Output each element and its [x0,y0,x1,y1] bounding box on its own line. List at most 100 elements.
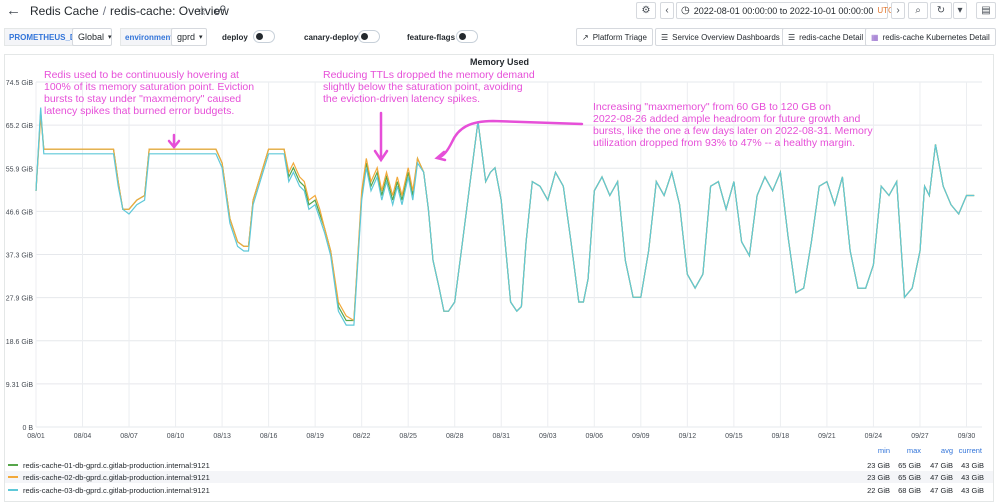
annotation-text: bursts, like the one a few days later on… [593,125,873,137]
gear-icon[interactable]: ⚙ [636,2,656,19]
annotation-arrow [373,111,389,163]
y-tick-label: 27.9 GiB [6,296,34,303]
legend-item[interactable]: redis-cache-03-db-gprd.c.gitlab-producti… [8,484,210,496]
legend-max: 65 GiB [898,461,921,470]
legend-min: 23 GiB [867,461,890,470]
breadcrumb: Redis Cache / redis-cache: Overview [30,4,229,18]
refresh-icon[interactable]: ↻ [930,2,952,19]
legend-swatch [8,476,18,478]
x-tick-label: 08/13 [213,433,231,440]
legend-header-min[interactable]: min [877,446,890,455]
kubernetes-detail-label: redis-cache Kubernetes Detail [882,32,990,42]
service-overview-label: Service Overview Dashboards [672,32,780,42]
bars-icon: ☰ [788,32,796,42]
star-icon[interactable]: ☆ [196,3,208,18]
platform-triage-link[interactable]: ↗ Platform Triage [576,28,653,46]
x-tick-label: 09/12 [679,433,697,440]
top-bar: ← Redis Cache / redis-cache: Overview ☆ ☍ … [0,0,999,22]
y-tick-label: 37.3 GiB [6,253,34,260]
dashboard-icon: ▦ [871,32,879,42]
canary-deploy-label: canary-deploy [304,32,359,42]
legend-min: 22 GiB [867,486,890,495]
legend-current: 43 GiB [961,486,984,495]
kubernetes-detail-link[interactable]: ▦ redis-cache Kubernetes Detail [865,28,996,46]
legend-max: 65 GiB [898,473,921,482]
legend-current: 43 GiB [961,473,984,482]
legend-item[interactable]: redis-cache-01-db-gprd.c.gitlab-producti… [8,459,210,471]
y-tick-label: 0 B [22,425,33,432]
annotation-text: Increasing "maxmemory" from 60 GB to 120… [593,101,831,113]
legend-avg: 47 GiB [930,486,953,495]
x-tick-label: 09/09 [632,433,650,440]
y-tick-label: 74.5 GiB [6,80,34,87]
datasource-value: Global [78,32,105,42]
platform-triage-label: Platform Triage [592,32,647,42]
x-tick-label: 09/15 [725,433,743,440]
legend-series-name: redis-cache-02-db-gprd.c.gitlab-producti… [23,472,210,482]
annotation-arrow [434,119,584,162]
x-tick-label: 09/27 [911,433,929,440]
legend-header-max[interactable]: max [906,446,921,455]
x-tick-label: 09/06 [586,433,604,440]
x-tick-label: 08/01 [27,433,45,440]
memory-used-panel [4,54,994,502]
legend-header-avg[interactable]: avg [940,446,953,455]
annotation-text: the eviction-driven latency spikes. [323,93,480,105]
legend-max: 68 GiB [898,486,921,495]
x-tick-label: 08/07 [120,433,138,440]
chevron-down-icon: ▾ [108,34,112,41]
feature-flags-toggle[interactable] [456,30,478,43]
y-tick-label: 65.2 GiB [6,123,34,130]
x-tick-label: 08/25 [399,433,417,440]
dashboard-title[interactable]: redis-cache: Overview [110,4,229,18]
environment-label: environment [120,28,179,46]
legend-avg: 47 GiB [930,461,953,470]
x-tick-label: 08/10 [167,433,185,440]
deploy-toggle[interactable] [253,30,275,43]
y-tick-label: 18.6 GiB [6,339,34,346]
x-tick-label: 08/04 [74,433,92,440]
annotation-text: latency spikes that burned error budgets… [44,105,234,117]
x-tick-label: 09/21 [818,433,836,440]
x-tick-label: 09/18 [772,433,790,440]
external-link-icon: ↗ [582,32,589,42]
share-icon[interactable]: ☍ [214,3,227,17]
canary-deploy-toggle[interactable] [358,30,380,43]
legend-swatch [8,489,18,491]
legend-header-current[interactable]: current [958,446,982,455]
annotation-text: bursts to stay under "maxmemory" caused [44,93,241,105]
series-line [35,107,975,326]
datasource-select[interactable]: Global ▾ [72,28,112,46]
x-tick-label: 08/31 [492,433,510,440]
legend-current: 43 GiB [961,461,984,470]
x-tick-label: 08/19 [306,433,324,440]
folder-title[interactable]: Redis Cache [30,4,99,18]
redis-cache-detail-link[interactable]: ☰ redis-cache Detail [782,28,870,46]
breadcrumb-separator: / [102,4,107,18]
chevron-right-icon[interactable]: › [891,2,905,19]
x-tick-label: 09/24 [865,433,883,440]
arrow-left-icon[interactable]: ← [6,2,21,19]
chevron-left-icon[interactable]: ‹ [660,2,674,19]
annotation-text: 2022-08-26 added ample headroom for futu… [593,113,861,125]
redis-cache-detail-label: redis-cache Detail [799,32,864,42]
bars-icon: ☰ [661,32,669,42]
x-tick-label: 08/16 [260,433,278,440]
annotation-text: Redis used to be continuously hovering a… [44,69,239,81]
y-tick-label: 9.31 GiB [6,382,34,389]
zoom-out-icon[interactable]: ⌕ [908,2,928,19]
timezone-label: UTC [877,6,894,15]
x-tick-label: 09/30 [958,433,976,440]
time-range-text: 2022-08-01 00:00:00 to 2022-10-01 00:00:… [693,5,874,16]
environment-value: gprd [177,32,196,42]
tv-mode-icon[interactable]: ▤ [976,2,996,19]
legend-row-highlight [5,471,993,483]
deploy-label: deploy [222,32,248,42]
legend-item[interactable]: redis-cache-02-db-gprd.c.gitlab-producti… [8,471,210,483]
annotation-arrow [167,133,181,149]
refresh-interval-dropdown[interactable]: ▾ [953,2,967,19]
panel-title[interactable]: Memory Used [469,57,530,67]
annotation-text: utilization dropped from 93% to 47% -- a… [593,137,855,149]
environment-select[interactable]: gprd ▾ [171,28,207,46]
